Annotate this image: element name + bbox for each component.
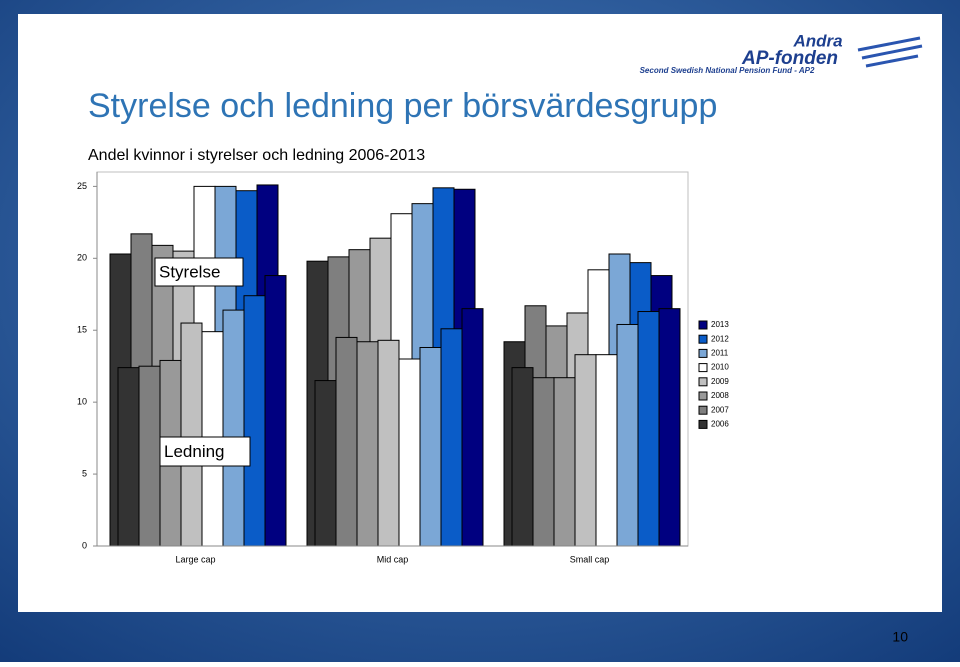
legend-swatch	[698, 348, 708, 358]
chart: 0 5 10 15 20 25 Large cap Mid cap Small cap Styre…	[77, 171, 729, 564]
annotation: Styrelse	[159, 262, 220, 281]
bar	[595, 354, 618, 547]
legend-label: 2013	[711, 320, 729, 329]
x-tick-label: Large cap	[175, 554, 215, 564]
logo-line: Andra	[792, 31, 842, 50]
bar	[574, 354, 597, 547]
page-number: 10	[892, 629, 908, 645]
bar	[637, 311, 660, 547]
bar	[264, 275, 287, 547]
legend-swatch	[698, 377, 708, 387]
y-tick-label: 0	[82, 540, 87, 550]
legend-swatch	[698, 419, 708, 429]
legend-label: 2012	[711, 334, 729, 343]
slide-title: Styrelse och ledning per börsvärdesgrupp	[88, 87, 717, 125]
bar	[419, 346, 442, 547]
y-tick-label: 15	[77, 325, 87, 335]
logo-tagline: Second Swedish National Pension Fund - A…	[640, 66, 815, 75]
bar	[440, 328, 463, 547]
bar	[356, 341, 379, 547]
bar	[616, 323, 639, 547]
bar	[243, 295, 266, 547]
bar	[398, 358, 421, 547]
bar	[532, 377, 555, 547]
x-tick-label: Small cap	[570, 554, 610, 564]
bar	[377, 339, 400, 547]
bar	[461, 308, 484, 547]
bar	[553, 377, 576, 547]
bar	[314, 380, 337, 547]
x-tick-label: Mid cap	[377, 554, 409, 564]
legend-swatch	[698, 405, 708, 415]
logo-line: AP-fonden	[741, 48, 838, 69]
bar	[180, 322, 203, 547]
legend-label: 2006	[711, 420, 729, 429]
annotation-box	[154, 257, 244, 287]
bar	[511, 367, 534, 547]
y-tick-label: 20	[77, 253, 87, 263]
bar	[138, 365, 161, 547]
bar	[117, 367, 140, 547]
bar	[222, 309, 245, 547]
bar	[335, 336, 358, 547]
y-tick-label: 5	[82, 468, 87, 478]
legend-swatch	[698, 334, 708, 344]
legend-label: 2007	[711, 405, 729, 414]
bar	[658, 308, 681, 547]
logo-mark	[857, 36, 923, 68]
chart-title: Andel kvinnor i styrelser och ledning 20…	[88, 147, 425, 164]
y-tick-label: 10	[77, 397, 87, 407]
legend-swatch	[698, 320, 708, 330]
legend-label: 2011	[711, 349, 729, 358]
y-tick-label: 25	[77, 181, 87, 191]
legend-swatch	[698, 391, 708, 401]
annotation-box	[159, 436, 251, 467]
legend-swatch	[698, 363, 708, 373]
legend-label: 2008	[711, 391, 729, 400]
legend-label: 2010	[711, 363, 729, 372]
annotation: Ledning	[164, 442, 225, 461]
legend-label: 2009	[711, 377, 729, 386]
